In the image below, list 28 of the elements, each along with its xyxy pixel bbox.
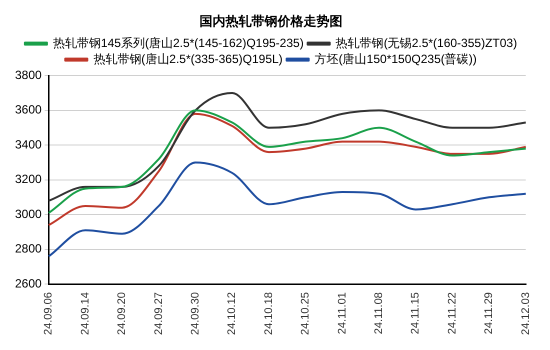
- x-tick-label: 24.11.08: [373, 292, 386, 334]
- legend-label: 热轧带钢(无锡2.5*(160-355)ZT03): [336, 36, 518, 50]
- legend-label: 热轧带钢(唐山2.5*(335-365)Q195L): [93, 52, 283, 66]
- x-tick-label: 24.10.18: [262, 292, 275, 336]
- chart-title: 国内热轧带钢价格走势图: [200, 13, 342, 28]
- line-series: [48, 162, 527, 258]
- x-tick-label: 24.11.29: [483, 292, 496, 334]
- legend-label: 方坯(唐山150*150Q235(普碳)): [314, 52, 477, 66]
- x-tick-label: 24.09.30: [190, 292, 202, 336]
- x-tick-label: 24.09.14: [79, 292, 92, 336]
- x-tick-label: 24.10.12: [226, 292, 238, 336]
- x-tick-label: 24.11.01: [336, 292, 348, 334]
- x-tick-label: 24.09.27: [152, 292, 165, 336]
- x-tick-label: 24.12.03: [520, 292, 532, 336]
- y-tick-label: 3000: [14, 206, 42, 221]
- x-tick-label: 24.09.20: [116, 292, 128, 336]
- x-tick-label: 24.10.25: [300, 292, 312, 336]
- x-tick-label: 24.11.15: [410, 292, 422, 334]
- y-tick-label: 2600: [14, 276, 42, 290]
- line-series: [48, 92, 527, 202]
- legend-label: 热轧带钢145系列(唐山2.5*(145-162)Q195-235): [52, 36, 304, 50]
- y-tick-label: 2800: [14, 242, 42, 256]
- x-tick-label: 24.11.22: [446, 292, 458, 334]
- x-tick-label: 24.09.06: [42, 292, 55, 336]
- y-tick-label: 3400: [14, 137, 42, 152]
- y-tick-label: 3200: [14, 172, 42, 186]
- y-tick-label: 3600: [14, 102, 42, 117]
- y-tick-label: 3800: [14, 68, 42, 82]
